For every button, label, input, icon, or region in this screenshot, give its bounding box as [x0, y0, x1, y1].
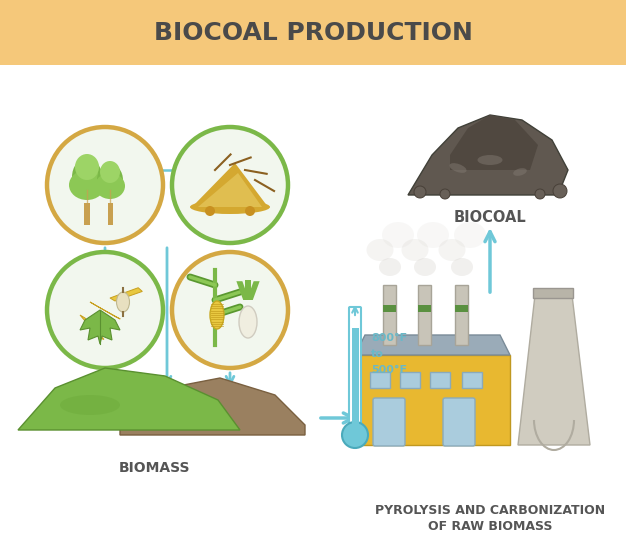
FancyBboxPatch shape	[84, 203, 90, 225]
Ellipse shape	[449, 163, 466, 173]
Polygon shape	[110, 288, 142, 301]
Text: BIOMASS: BIOMASS	[119, 461, 191, 475]
Polygon shape	[355, 335, 510, 355]
Polygon shape	[90, 302, 120, 319]
FancyBboxPatch shape	[0, 0, 626, 65]
Polygon shape	[120, 378, 305, 435]
Polygon shape	[247, 281, 260, 300]
Text: 500°F: 500°F	[371, 365, 407, 375]
Circle shape	[440, 189, 450, 199]
Ellipse shape	[366, 239, 394, 261]
Polygon shape	[18, 368, 240, 430]
Polygon shape	[245, 280, 251, 300]
FancyBboxPatch shape	[455, 285, 468, 345]
FancyBboxPatch shape	[418, 285, 431, 345]
Text: OF RAW BIOMASS: OF RAW BIOMASS	[428, 520, 552, 533]
Text: BIOCOAL: BIOCOAL	[454, 210, 526, 225]
Ellipse shape	[60, 395, 120, 415]
Circle shape	[414, 186, 426, 198]
Polygon shape	[450, 115, 538, 170]
Circle shape	[172, 127, 288, 243]
FancyBboxPatch shape	[383, 285, 396, 345]
FancyBboxPatch shape	[108, 203, 113, 225]
Text: to: to	[371, 349, 384, 359]
Ellipse shape	[97, 164, 123, 196]
Polygon shape	[518, 295, 590, 445]
FancyBboxPatch shape	[383, 305, 396, 312]
Ellipse shape	[438, 239, 466, 261]
Ellipse shape	[454, 222, 486, 248]
Polygon shape	[80, 310, 120, 344]
Text: 800°F: 800°F	[371, 333, 407, 343]
FancyBboxPatch shape	[430, 372, 450, 388]
Polygon shape	[198, 173, 262, 207]
Circle shape	[342, 422, 368, 448]
Circle shape	[47, 127, 163, 243]
Circle shape	[245, 206, 255, 216]
Ellipse shape	[190, 200, 270, 214]
Ellipse shape	[382, 222, 414, 248]
Polygon shape	[80, 315, 104, 339]
Ellipse shape	[72, 158, 102, 196]
Ellipse shape	[210, 301, 224, 329]
Circle shape	[535, 189, 545, 199]
FancyBboxPatch shape	[443, 398, 475, 446]
FancyBboxPatch shape	[400, 372, 420, 388]
Ellipse shape	[379, 258, 401, 276]
FancyBboxPatch shape	[355, 355, 510, 445]
FancyBboxPatch shape	[462, 372, 482, 388]
FancyBboxPatch shape	[533, 288, 573, 298]
Ellipse shape	[478, 155, 503, 165]
Circle shape	[47, 252, 163, 368]
Ellipse shape	[95, 173, 125, 199]
Ellipse shape	[414, 258, 436, 276]
FancyBboxPatch shape	[418, 305, 431, 312]
Ellipse shape	[401, 239, 429, 261]
Ellipse shape	[513, 168, 527, 176]
Circle shape	[172, 252, 288, 368]
Ellipse shape	[100, 161, 120, 183]
Ellipse shape	[239, 306, 257, 338]
Polygon shape	[237, 281, 249, 300]
FancyBboxPatch shape	[349, 307, 361, 436]
Ellipse shape	[69, 170, 105, 200]
Text: BIOCOAL PRODUCTION: BIOCOAL PRODUCTION	[153, 20, 473, 45]
Polygon shape	[408, 115, 568, 195]
FancyBboxPatch shape	[370, 372, 390, 388]
Ellipse shape	[451, 258, 473, 276]
Circle shape	[553, 184, 567, 198]
Text: PYROLYSIS AND CARBONIZATION: PYROLYSIS AND CARBONIZATION	[375, 504, 605, 516]
Polygon shape	[192, 163, 268, 207]
Ellipse shape	[75, 154, 99, 180]
Circle shape	[205, 206, 215, 216]
Ellipse shape	[417, 222, 449, 248]
FancyBboxPatch shape	[352, 328, 359, 435]
Ellipse shape	[116, 292, 130, 312]
FancyBboxPatch shape	[373, 398, 405, 446]
FancyBboxPatch shape	[455, 305, 468, 312]
